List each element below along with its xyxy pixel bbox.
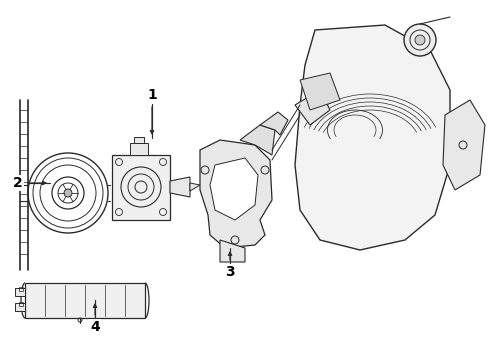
Circle shape bbox=[404, 24, 436, 56]
Circle shape bbox=[64, 189, 72, 197]
Bar bbox=[19, 287, 23, 291]
Polygon shape bbox=[134, 137, 144, 143]
Polygon shape bbox=[25, 283, 145, 318]
Polygon shape bbox=[130, 143, 148, 155]
Polygon shape bbox=[112, 155, 170, 220]
Bar bbox=[19, 302, 23, 306]
Polygon shape bbox=[240, 125, 275, 155]
Polygon shape bbox=[210, 158, 258, 220]
Bar bbox=[15, 288, 25, 296]
Polygon shape bbox=[443, 100, 485, 190]
Text: 1: 1 bbox=[147, 88, 157, 102]
Text: 4: 4 bbox=[90, 320, 100, 334]
Polygon shape bbox=[190, 183, 200, 191]
Polygon shape bbox=[170, 177, 190, 197]
Polygon shape bbox=[300, 73, 340, 110]
Text: 3: 3 bbox=[225, 265, 235, 279]
Circle shape bbox=[415, 35, 425, 45]
Polygon shape bbox=[295, 25, 450, 250]
Polygon shape bbox=[220, 240, 245, 262]
Polygon shape bbox=[295, 90, 330, 125]
Bar bbox=[15, 303, 25, 311]
Polygon shape bbox=[260, 112, 288, 135]
Polygon shape bbox=[200, 140, 272, 248]
Text: 2: 2 bbox=[13, 176, 23, 190]
